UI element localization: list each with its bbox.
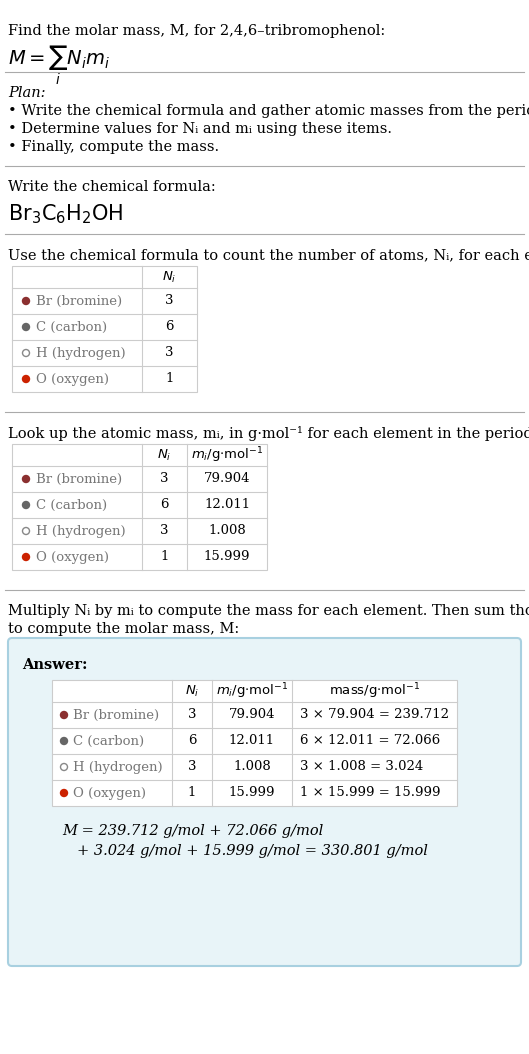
Text: 15.999: 15.999 [229, 786, 275, 800]
Text: 3: 3 [160, 472, 169, 486]
Text: Br (bromine): Br (bromine) [73, 708, 159, 722]
Text: Multiply Nᵢ by mᵢ to compute the mass for each element. Then sum those values: Multiply Nᵢ by mᵢ to compute the mass fo… [8, 604, 529, 618]
Text: 1 × 15.999 = 15.999: 1 × 15.999 = 15.999 [300, 786, 441, 800]
Text: O (oxygen): O (oxygen) [36, 550, 109, 564]
Text: Write the chemical formula:: Write the chemical formula: [8, 180, 216, 194]
Text: M = 239.712 g/mol + 72.066 g/mol: M = 239.712 g/mol + 72.066 g/mol [62, 824, 323, 838]
FancyBboxPatch shape [12, 444, 267, 570]
Text: • Finally, compute the mass.: • Finally, compute the mass. [8, 140, 219, 154]
Text: 3: 3 [165, 347, 174, 359]
FancyBboxPatch shape [12, 266, 197, 392]
Circle shape [23, 553, 30, 561]
Text: 3: 3 [188, 761, 196, 774]
Text: Look up the atomic mass, mᵢ, in g·mol⁻¹ for each element in the periodic table:: Look up the atomic mass, mᵢ, in g·mol⁻¹ … [8, 426, 529, 441]
Text: C (carbon): C (carbon) [36, 320, 107, 333]
Text: $m_i/\mathrm{g{\cdot}mol^{-1}}$: $m_i/\mathrm{g{\cdot}mol^{-1}}$ [191, 445, 263, 465]
Text: $N_i$: $N_i$ [162, 270, 177, 285]
Text: 1.008: 1.008 [208, 525, 246, 538]
Text: 3: 3 [165, 294, 174, 308]
Text: $\mathrm{mass/g{\cdot}mol^{-1}}$: $\mathrm{mass/g{\cdot}mol^{-1}}$ [329, 681, 420, 701]
Text: Plan:: Plan: [8, 86, 45, 100]
FancyBboxPatch shape [8, 638, 521, 967]
Text: 6: 6 [188, 735, 196, 747]
Text: C (carbon): C (carbon) [36, 499, 107, 511]
Text: 3: 3 [188, 708, 196, 722]
Text: H (hydrogen): H (hydrogen) [73, 761, 162, 774]
Text: 1.008: 1.008 [233, 761, 271, 774]
Text: 79.904: 79.904 [204, 472, 250, 486]
Text: 1: 1 [160, 550, 169, 564]
FancyBboxPatch shape [52, 680, 457, 806]
Text: 6: 6 [160, 499, 169, 511]
Circle shape [60, 789, 68, 797]
Text: • Determine values for Nᵢ and mᵢ using these items.: • Determine values for Nᵢ and mᵢ using t… [8, 122, 392, 136]
Text: • Write the chemical formula and gather atomic masses from the periodic table.: • Write the chemical formula and gather … [8, 104, 529, 118]
Text: Answer:: Answer: [22, 658, 87, 672]
Text: 1: 1 [165, 372, 174, 386]
Text: $N_i$: $N_i$ [185, 683, 199, 699]
Text: 3 × 1.008 = 3.024: 3 × 1.008 = 3.024 [300, 761, 423, 774]
Text: 3: 3 [160, 525, 169, 538]
Text: 15.999: 15.999 [204, 550, 250, 564]
Text: 12.011: 12.011 [229, 735, 275, 747]
Text: $N_i$: $N_i$ [157, 448, 172, 463]
Text: O (oxygen): O (oxygen) [73, 786, 146, 800]
Text: + 3.024 g/mol + 15.999 g/mol = 330.801 g/mol: + 3.024 g/mol + 15.999 g/mol = 330.801 g… [77, 844, 428, 858]
Text: C (carbon): C (carbon) [73, 735, 144, 747]
Text: H (hydrogen): H (hydrogen) [36, 347, 125, 359]
Text: 1: 1 [188, 786, 196, 800]
Circle shape [23, 475, 30, 483]
Circle shape [23, 502, 30, 508]
Text: $m_i/\mathrm{g{\cdot}mol^{-1}}$: $m_i/\mathrm{g{\cdot}mol^{-1}}$ [216, 681, 288, 701]
Text: Find the molar mass, M, for 2,4,6–tribromophenol:: Find the molar mass, M, for 2,4,6–tribro… [8, 24, 385, 38]
Text: O (oxygen): O (oxygen) [36, 372, 109, 386]
Text: Br (bromine): Br (bromine) [36, 294, 122, 308]
Text: H (hydrogen): H (hydrogen) [36, 525, 125, 538]
Text: 3 × 79.904 = 239.712: 3 × 79.904 = 239.712 [300, 708, 449, 722]
Text: 12.011: 12.011 [204, 499, 250, 511]
Text: 6 × 12.011 = 72.066: 6 × 12.011 = 72.066 [300, 735, 440, 747]
Circle shape [23, 324, 30, 331]
Circle shape [23, 297, 30, 305]
Text: Br (bromine): Br (bromine) [36, 472, 122, 486]
Circle shape [23, 375, 30, 383]
Text: $M = \sum_i N_i m_i$: $M = \sum_i N_i m_i$ [8, 44, 110, 87]
Text: 79.904: 79.904 [229, 708, 275, 722]
Circle shape [60, 711, 68, 719]
Text: 6: 6 [165, 320, 174, 333]
Text: to compute the molar mass, M:: to compute the molar mass, M: [8, 622, 239, 636]
Circle shape [60, 738, 68, 744]
Text: Use the chemical formula to count the number of atoms, Nᵢ, for each element:: Use the chemical formula to count the nu… [8, 248, 529, 262]
Text: $\mathrm{Br_3C_6H_2OH}$: $\mathrm{Br_3C_6H_2OH}$ [8, 202, 124, 226]
